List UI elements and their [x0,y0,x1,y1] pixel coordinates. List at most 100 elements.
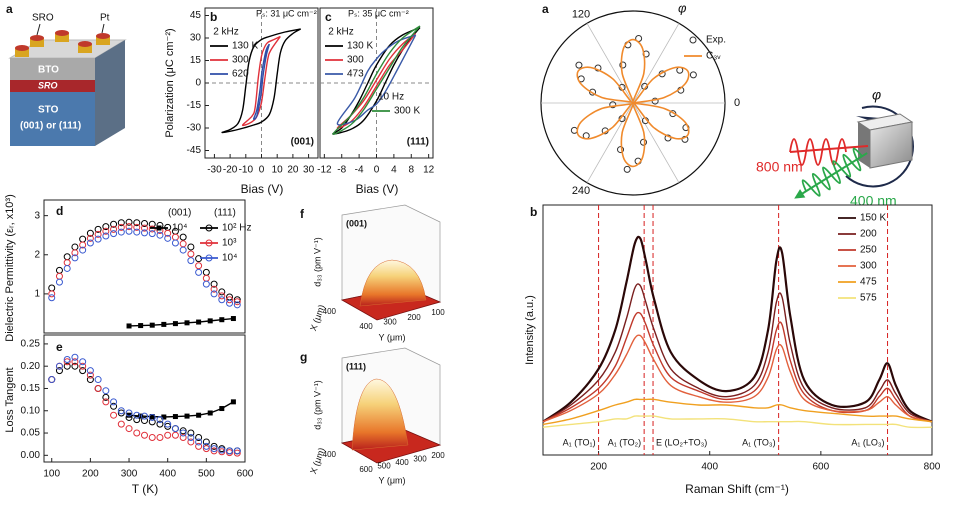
legend-label: 575 [860,293,877,304]
data-point [233,447,241,455]
data-point [110,225,118,233]
data-point [102,223,110,231]
x-tick-label: 10 [272,165,284,176]
data-point [179,429,187,437]
legend-header: (111) [214,208,236,219]
x-tick-label: 300 [121,469,138,480]
data-point [63,362,71,370]
data-point [71,249,79,257]
data-point [148,413,156,421]
legend-label: 475 [860,277,877,288]
data-point [149,414,155,420]
data-point [187,429,195,437]
data-point [141,229,148,237]
data-point [117,228,125,236]
data-point [619,61,627,69]
slab-side [95,40,125,146]
data-point [210,290,218,298]
data-point [94,225,102,233]
data-point [79,246,87,254]
data-point [195,268,203,276]
data-point [133,223,141,231]
series-line [221,28,302,134]
y-tick-label: 0.05 [21,428,41,439]
data-point [71,254,79,262]
data-point [202,274,210,282]
data-point [161,414,167,420]
z-axis-label: d₃₃ (pm V⁻¹) [312,237,322,287]
data-point [94,230,102,238]
data-point [117,420,125,428]
data-point [55,362,63,370]
x-tick-label: 30 [303,165,315,176]
y-tick-label: 300 [383,317,397,326]
data-point [187,433,195,441]
y-tick-label: -15 [187,100,202,111]
plot-frame [43,334,246,463]
x-tick-label: 800 [924,462,941,473]
data-point [148,230,156,238]
legend-label: 300 K [394,106,420,117]
data-point [94,376,102,384]
label-orientation: (001) or (111) [20,121,81,132]
data-point [195,442,203,450]
data-point [226,447,234,455]
legend-marker [689,36,697,44]
pump-wave [789,138,847,166]
data-point [195,262,203,270]
data-point [164,431,172,439]
y-tick-label: 100 [431,308,445,317]
data-point [164,234,172,242]
data-point [233,449,241,457]
x-tick-label: -8 [337,165,346,176]
cube-front [869,121,913,169]
series-connector [128,401,234,418]
cube-side [858,122,870,168]
data-point [48,376,56,384]
data-point [164,422,172,430]
data-point [184,413,190,419]
frequency-label: 2 kHz [328,27,354,38]
x-axis-label: Raman Shift (cm⁻¹) [685,482,789,496]
data-point [233,298,241,306]
x-tick-label: 4 [391,165,397,176]
y-axis-label: Dielectric Permittivity (εᵣ, x10³) [4,194,16,342]
data-point [210,447,218,455]
annotation: Pₛ: 35 μC cm⁻² [348,8,409,18]
data-point [63,264,71,272]
y-axis-label: Y (μm) [378,332,405,342]
mode-label: A₁ (TO₁) [563,437,596,447]
y-tick-label: 0.25 [21,339,41,350]
data-point [149,322,155,328]
data-point [196,319,202,325]
sro-layer [10,80,95,92]
y-axis-label: Polarization (μC cm⁻²) [164,28,176,137]
data-point [110,220,118,228]
data-point [71,353,79,361]
data-point [156,231,164,239]
data-point [617,146,625,154]
data-point [171,233,179,241]
data-point [102,393,110,401]
x-tick-label: 500 [198,469,215,480]
panel-label: a [542,2,549,16]
data-point [102,387,110,395]
data-point [86,234,94,242]
data-point [210,442,218,450]
data-point [63,259,71,267]
data-point [48,284,56,292]
angle-tick-label: 240 [572,185,590,197]
legend-label: 620 [232,69,249,80]
x-tick-label: 400 [701,462,718,473]
data-point [210,280,218,288]
y-axis-label: Y (μm) [378,475,405,485]
angle-axis-label: φ [678,0,687,15]
data-point [171,239,179,247]
series-line [576,38,690,168]
data-point [202,268,210,276]
label-bto: BTO [38,65,59,76]
data-point [179,433,187,441]
y-tick-label: 3 [34,210,40,221]
data-point [179,240,187,248]
data-point [233,296,241,304]
